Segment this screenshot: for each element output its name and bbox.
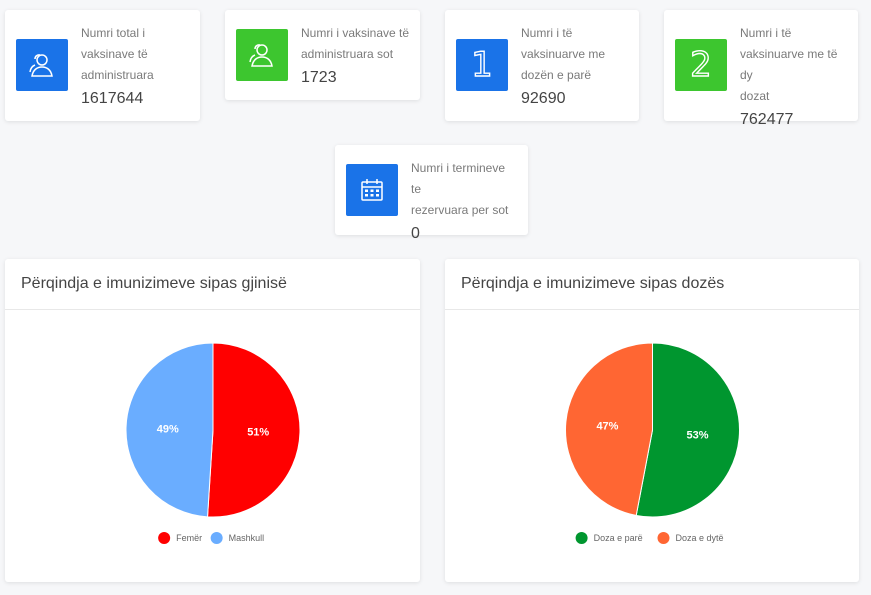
number-one-icon: 1 [456, 39, 508, 91]
calendar-icon [346, 164, 398, 216]
number-two-icon: 2 [675, 39, 727, 91]
data-label-1: 51% [247, 426, 269, 438]
stat-card-both-doses: 2 Numri i të vaksinuarve me të dy dozat … [664, 10, 858, 128]
legend-label-2[interactable]: Doza e dytë [676, 533, 724, 543]
dose-pie-chart: 53% 47% Doza e parë Doza e dytë [565, 342, 740, 544]
divider [5, 309, 420, 310]
stat-label: Numri i vaksinave të administruara sot [301, 26, 410, 61]
stat-value: 92690 [521, 90, 566, 107]
chart-title: Përqindja e imunizimeve sipas gjinisë [21, 275, 287, 292]
stat-card-vaccines-today: Numri i vaksinave të administruara sot 1… [225, 10, 420, 100]
pie-slice-1[interactable] [635, 342, 740, 518]
divider [445, 309, 859, 310]
stat-label: Numri i të vaksinuarve me të dy dozat [740, 26, 838, 103]
stat-card-appointments-today: Numri i termineve te rezervuara per sot … [335, 145, 528, 242]
pie-slice-2[interactable] [565, 342, 653, 517]
stat-label: Numri total i vaksinave të administruara [81, 26, 154, 82]
legend-label-1[interactable]: Femër [176, 533, 202, 543]
stat-label: Numri i të vaksinuarve me dozën e parë [521, 26, 606, 82]
users-icon [16, 39, 68, 91]
legend-marker-1[interactable] [158, 532, 171, 544]
chart-title: Përqindja e imunizimeve sipas dozës [461, 275, 725, 292]
data-label-1: 53% [687, 429, 709, 441]
gender-pie-chart: 51% 49% Femër Mashkull [125, 342, 301, 544]
legend-label-2[interactable]: Mashkull [229, 533, 265, 543]
data-label-2: 49% [157, 424, 179, 436]
legend-marker-2[interactable] [210, 532, 223, 544]
chart-card-dose: Përqindja e imunizimeve sipas dozës 53% 4… [445, 259, 859, 582]
stat-value: 762477 [740, 111, 794, 128]
pie-slice-2[interactable] [125, 342, 214, 518]
stat-card-first-dose: 1 Numri i të vaksinuarve me dozën e parë… [445, 10, 639, 121]
legend-marker-1[interactable] [575, 532, 588, 544]
stat-value: 1723 [301, 69, 337, 86]
chart-card-gender: Përqindja e imunizimeve sipas gjinisë 51… [5, 259, 420, 582]
data-label-2: 47% [596, 421, 618, 433]
legend-marker-2[interactable] [657, 532, 670, 544]
stat-value: 1617644 [81, 90, 144, 107]
pie-slice-1[interactable] [207, 342, 301, 518]
stat-card-total-vaccines: Numri total i vaksinave të administruara… [5, 10, 200, 121]
stat-value: 0 [411, 225, 420, 242]
stat-label: Numri i termineve te rezervuara per sot [411, 161, 509, 217]
legend-label-1[interactable]: Doza e parë [594, 533, 643, 543]
users-icon [236, 29, 288, 81]
